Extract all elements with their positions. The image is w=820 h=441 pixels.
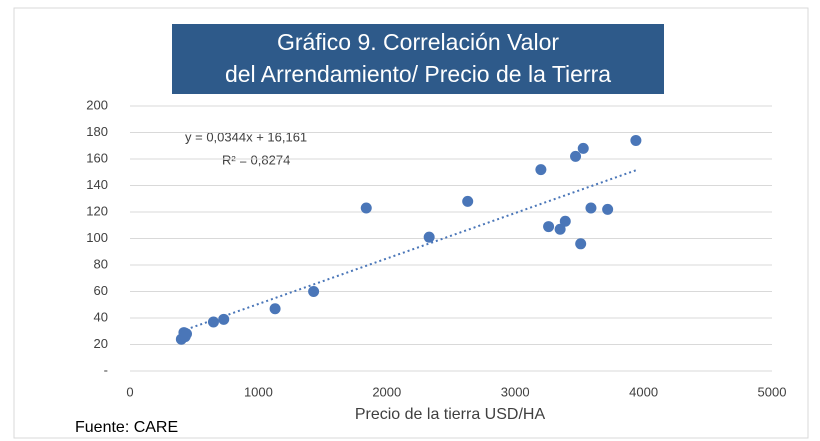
chart-title: del Arrendamiento/ Precio de la Tierra (225, 61, 611, 87)
x-tick-label: 5000 (758, 384, 787, 399)
x-axis-label: Precio de la tierra USD/HA (355, 406, 546, 423)
trendline (181, 169, 637, 333)
y-tick-label: 200 (86, 97, 108, 112)
y-tick-label: 80 (94, 256, 108, 271)
point (543, 221, 555, 233)
y-tick-label: 120 (86, 203, 108, 218)
point (218, 313, 230, 325)
x-tick-label: 2000 (372, 384, 401, 399)
point (570, 150, 582, 162)
point (462, 195, 474, 207)
title-box (172, 24, 664, 94)
x-tick-label: 0 (126, 384, 133, 399)
point (179, 331, 191, 343)
point (207, 316, 219, 328)
y-tick-label: 40 (94, 309, 108, 324)
r-squared: R² = 0,8274 (222, 152, 290, 167)
y-tick-label: 60 (94, 283, 108, 298)
equation: y = 0,0344x + 16,161 (185, 129, 307, 144)
y-tick-label: - (104, 362, 108, 377)
point (535, 164, 547, 176)
chart-title: Gráfico 9. Correlación Valor (277, 29, 559, 55)
source-note: Fuente: CARE (75, 419, 178, 436)
point (575, 238, 587, 250)
x-tick-label: 1000 (244, 384, 273, 399)
point (423, 231, 435, 243)
x-tick-label: 3000 (501, 384, 530, 399)
point (360, 202, 372, 214)
point (602, 203, 614, 215)
y-tick-label: 100 (86, 230, 108, 245)
y-tick-label: 180 (86, 124, 108, 139)
x-tick-label: 4000 (629, 384, 658, 399)
point (308, 286, 320, 297)
point (585, 202, 597, 214)
point (559, 215, 571, 227)
point (269, 303, 281, 315)
y-tick-label: 160 (86, 150, 108, 165)
point (577, 142, 589, 154)
y-tick-label: 20 (94, 336, 108, 351)
y-tick-label: 140 (86, 177, 108, 192)
point (630, 134, 642, 146)
point (554, 223, 566, 235)
